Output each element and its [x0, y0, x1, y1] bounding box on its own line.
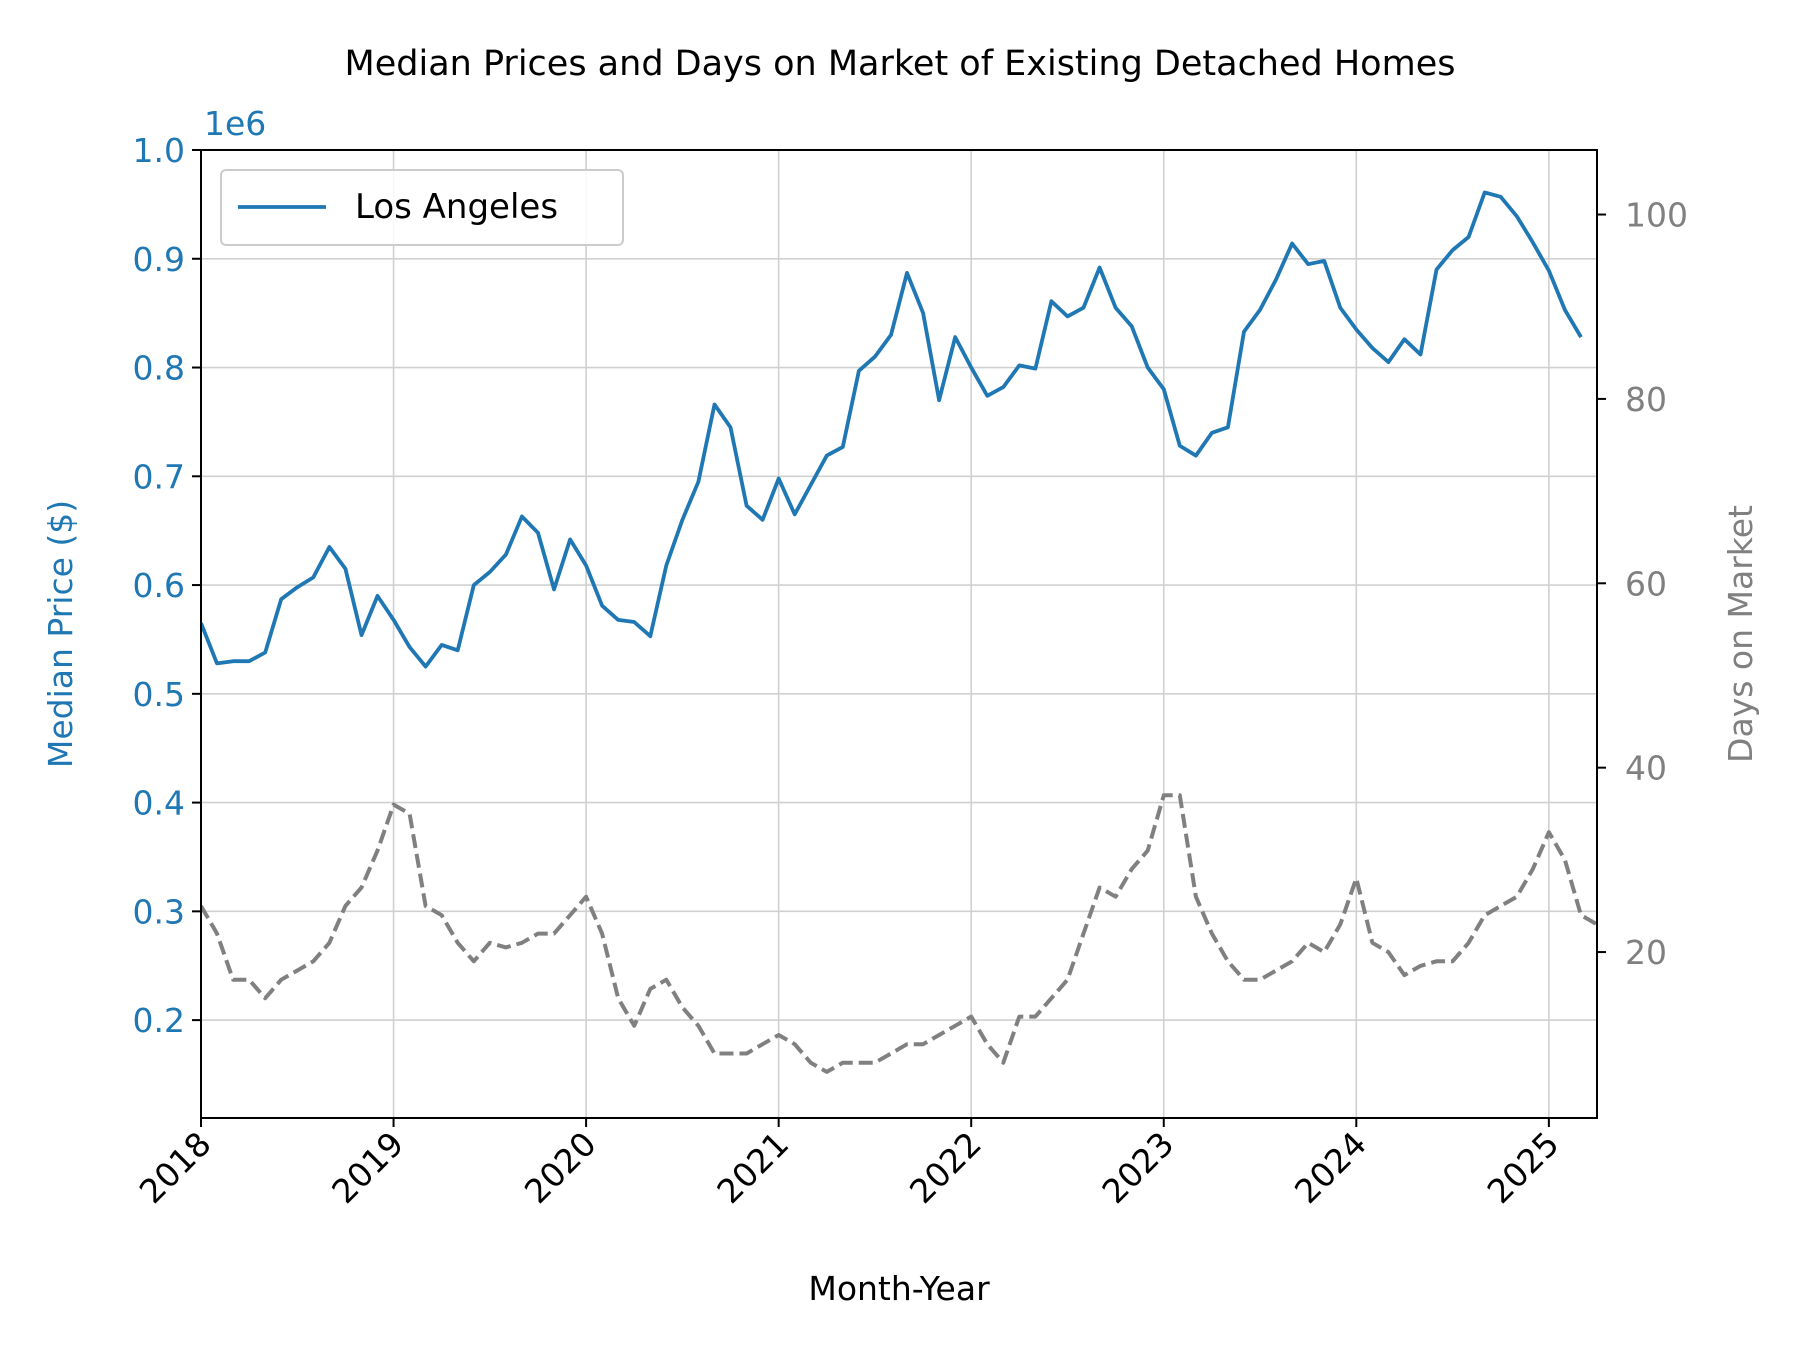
y-left-tick-label-0.8: 0.8 — [133, 349, 185, 388]
y-left-tick-label-0.6: 0.6 — [133, 566, 185, 605]
days-on-market-line — [201, 793, 1597, 1074]
y-left-tick-label-0.3: 0.3 — [133, 892, 185, 931]
left-axis: 0.2 0.3 0.4 0.5 0.6 0.7 0.8 0.9 1.0 — [133, 131, 201, 1040]
y-left-tick-label-0.7: 0.7 — [133, 457, 185, 496]
y-right-tick-label-60: 60 — [1625, 564, 1667, 603]
y-right-tick-label-100: 100 — [1625, 196, 1688, 235]
y-left-tick-label-0.9: 0.9 — [133, 240, 185, 279]
right-axis: 20 40 60 80 100 — [1597, 196, 1688, 972]
y-right-tick-label-80: 80 — [1625, 380, 1667, 419]
y-left-tick-label-0.4: 0.4 — [133, 784, 185, 823]
plot-frame — [200, 149, 1598, 1119]
price-line — [201, 190, 1583, 669]
legend-box — [220, 169, 624, 246]
price-series-group — [201, 190, 1583, 669]
y-left-tick-label-0.5: 0.5 — [133, 675, 185, 714]
y-right-tick-label-40: 40 — [1625, 749, 1667, 788]
days-series-group — [201, 793, 1597, 1074]
y-left-offset-label: 1e6 — [204, 104, 266, 143]
y-left-axis-label: Median Price ($) — [41, 500, 80, 768]
legend: Los Angeles — [220, 169, 624, 246]
y-right-axis-label: Days on Market — [1721, 505, 1760, 763]
legend-label-los-angeles: Los Angeles — [355, 187, 558, 227]
chart-title: Median Prices and Days on Market of Exis… — [345, 44, 1456, 84]
y-left-tick-label-0.2: 0.2 — [133, 1001, 185, 1040]
y-right-tick-label-20: 20 — [1625, 933, 1667, 972]
y-left-tick-label-1.0: 1.0 — [133, 131, 185, 170]
x-axis-label: Month-Year — [808, 1269, 990, 1308]
